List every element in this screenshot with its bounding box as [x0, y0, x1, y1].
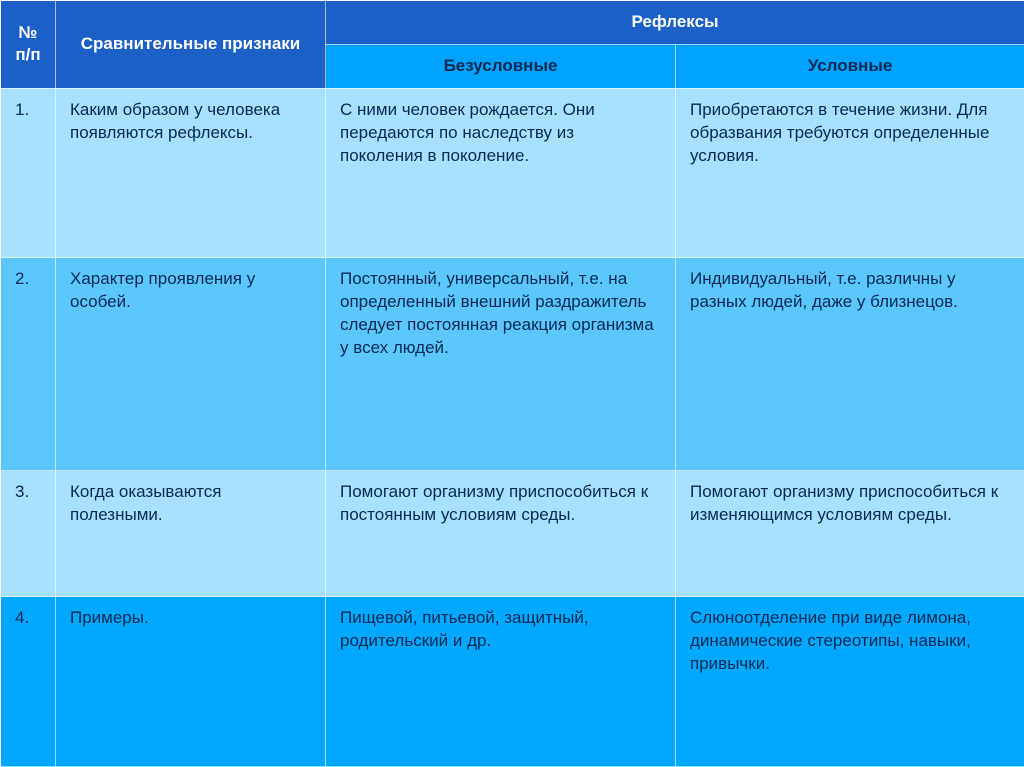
- row-unconditional: С ними человек рождается. Они передаются…: [326, 88, 676, 258]
- row-feature: Примеры.: [56, 597, 326, 767]
- row-num: 4.: [1, 597, 56, 767]
- header-reflexes: Рефлексы: [326, 1, 1024, 45]
- table-row: 1. Каким образом у человека появляются р…: [1, 88, 1024, 258]
- table-row: 3. Когда оказываются полезными. Помогают…: [1, 471, 1024, 597]
- row-num: 2.: [1, 258, 56, 471]
- row-conditional: Индивидуальный, т.е. различны у разных л…: [676, 258, 1024, 471]
- row-feature: Характер проявления у особей.: [56, 258, 326, 471]
- header-num: № п/п: [1, 1, 56, 89]
- header-conditional: Условные: [676, 44, 1024, 88]
- comparison-table: № п/п Сравнительные признаки Рефлексы Бе…: [0, 0, 1024, 767]
- row-unconditional: Постоянный, универсальный, т.е. на опред…: [326, 258, 676, 471]
- row-num: 1.: [1, 88, 56, 258]
- header-unconditional: Безусловные: [326, 44, 676, 88]
- row-feature: Когда оказываются полезными.: [56, 471, 326, 597]
- row-feature: Каким образом у человека появляются рефл…: [56, 88, 326, 258]
- header-row-top: № п/п Сравнительные признаки Рефлексы: [1, 1, 1024, 45]
- row-unconditional: Помогают организму приспособиться к пост…: [326, 471, 676, 597]
- row-conditional: Слюноотделение при виде лимона, динамиче…: [676, 597, 1024, 767]
- header-features: Сравнительные признаки: [56, 1, 326, 89]
- table-row: 4. Примеры. Пищевой, питьевой, защитный,…: [1, 597, 1024, 767]
- row-unconditional: Пищевой, питьевой, защитный, родительски…: [326, 597, 676, 767]
- row-num: 3.: [1, 471, 56, 597]
- row-conditional: Помогают организму приспособиться к изме…: [676, 471, 1024, 597]
- table-row: 2. Характер проявления у особей. Постоян…: [1, 258, 1024, 471]
- row-conditional: Приобретаются в течение жизни. Для образ…: [676, 88, 1024, 258]
